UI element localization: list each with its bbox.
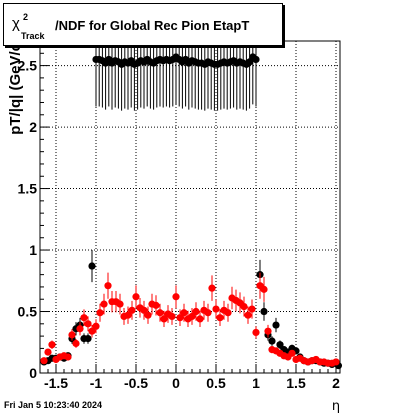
data-point-red: [128, 306, 136, 314]
data-point-red: [48, 341, 56, 349]
data-point-red: [152, 301, 160, 309]
data-point-red: [332, 358, 340, 366]
data-point-red: [244, 311, 252, 319]
x-tick-label: 0: [172, 375, 180, 391]
data-point-red: [156, 309, 164, 317]
y-tick-label: 1: [29, 242, 37, 258]
data-point-red: [96, 309, 104, 317]
x-tick-label: 1: [252, 375, 260, 391]
chart-title: χ 2 Track /NDF for Global Rec Pion EtapT: [3, 3, 283, 46]
data-point-red: [80, 314, 88, 322]
x-tick-label: 0.5: [206, 375, 226, 391]
title-superscript: 2: [23, 12, 29, 22]
data-point-red: [72, 339, 80, 348]
data-point-red: [168, 312, 176, 321]
y-axis-label: pT/|q| (GeV/c: [7, 43, 24, 135]
data-point-red: [216, 314, 224, 322]
data-point-red: [100, 300, 108, 308]
data-point-red: [84, 320, 92, 328]
x-tick-label: 2: [332, 375, 340, 391]
data-point-red: [252, 328, 260, 337]
data-point-red: [240, 303, 248, 311]
y-tick-label: 2.5: [18, 58, 38, 74]
data-point-red: [140, 306, 148, 314]
timestamp: Fri Jan 5 10:23:40 2024: [4, 400, 103, 410]
data-point-black: [252, 55, 260, 64]
data-point-red: [160, 315, 168, 323]
data-point-red: [64, 353, 72, 361]
data-point-black: [268, 337, 276, 345]
x-tick-label: -1: [90, 375, 103, 391]
data-point-red: [132, 293, 140, 301]
x-axis-label: η: [332, 399, 340, 414]
data-point-red: [188, 312, 196, 321]
data-point-red: [208, 284, 216, 292]
data-point-red: [76, 325, 84, 333]
data-point-red: [264, 327, 272, 335]
data-point-red: [104, 282, 112, 290]
data-point-red: [196, 315, 204, 323]
data-point-red: [260, 285, 268, 293]
data-point-red: [144, 311, 152, 319]
data-point-red: [180, 309, 188, 317]
data-point-black: [88, 262, 96, 270]
data-point-red: [224, 309, 232, 317]
title-text: /NDF for Global Rec Pion EtapT: [55, 18, 250, 33]
axis-ticks: -1.5 -1 -0.5 0 0.5 1 1.5 2 0 0.5 1 1.5 2 2.5: [18, 52, 340, 391]
y-tick-label: 0: [29, 365, 37, 381]
data-point-red: [212, 305, 220, 313]
data-point-red: [68, 331, 76, 339]
title-subscript: Track: [21, 31, 45, 41]
data-point-red: [192, 307, 200, 316]
x-tick-label: -1.5: [44, 375, 68, 391]
title-chi-symbol: χ: [12, 15, 20, 32]
data-points: [40, 9, 342, 370]
data-point-red: [88, 327, 96, 335]
y-tick-label: 1.5: [18, 181, 38, 197]
x-tick-label: 1.5: [286, 375, 306, 391]
data-point-red: [92, 322, 100, 330]
data-point-red: [248, 305, 256, 313]
x-tick-label: -0.5: [124, 375, 148, 391]
data-point-black: [272, 321, 280, 329]
data-point-red: [172, 293, 180, 301]
data-point-red: [204, 309, 212, 317]
y-tick-label: 0.5: [18, 304, 38, 320]
y-tick-label: 2: [29, 119, 37, 135]
data-point-red: [124, 311, 132, 319]
data-point-black: [84, 334, 92, 343]
data-point-red: [176, 314, 184, 322]
data-point-black: [260, 307, 268, 316]
data-point-black: [276, 341, 284, 349]
data-point-red: [116, 300, 124, 308]
data-point-red: [44, 348, 52, 356]
data-point-red: [288, 349, 296, 357]
data-point-red: [40, 357, 48, 365]
